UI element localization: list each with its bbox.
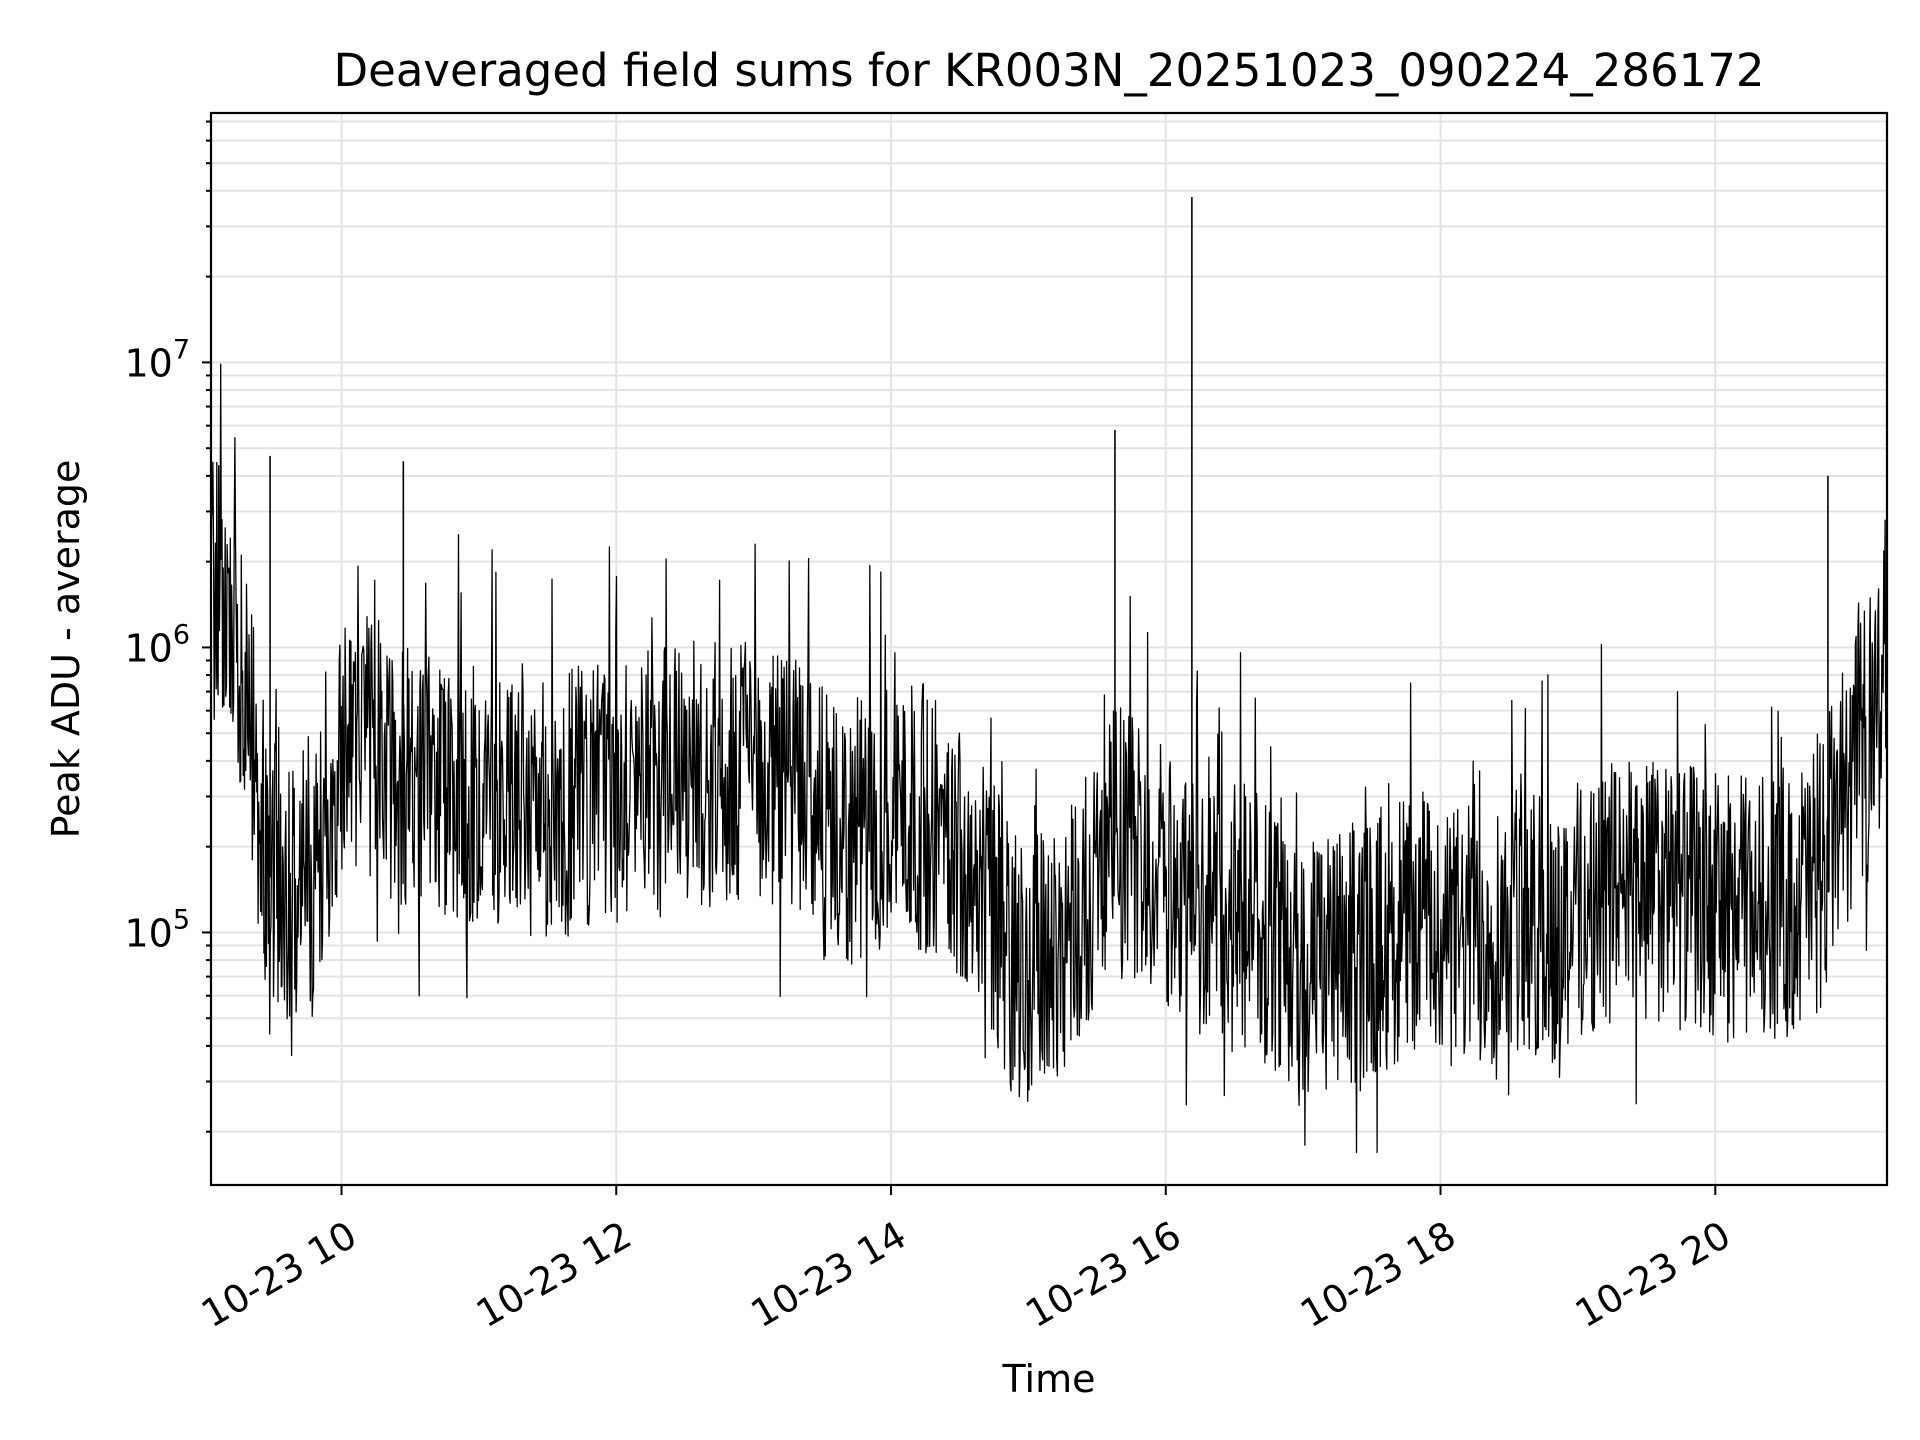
x-tick-label: 10-23 10 [194, 1213, 364, 1337]
y-tick-label: 105 [124, 904, 190, 955]
x-axis-ticks: 10-23 10 10-23 12 10-23 14 10-23 16 10-23 18… [194, 1185, 1738, 1336]
x-axis-label: Time [1002, 1357, 1096, 1401]
x-tick-label: 10-23 12 [469, 1213, 639, 1337]
series-line [210, 363, 1888, 1154]
x-tick-label: 10-23 20 [1568, 1213, 1738, 1337]
x-tick-label: 10-23 16 [1018, 1213, 1188, 1337]
y-axis-label: Peak ADU - average [44, 460, 88, 839]
plot-frame [209, 111, 1889, 1187]
y-axis-ticks: 105 106 107 [124, 120, 211, 1133]
y-tick-label: 107 [124, 334, 190, 385]
chart-title: Deaveraged field sums for KR003N_2025102… [334, 44, 1765, 97]
y-tick-label: 106 [124, 619, 190, 670]
x-tick-label: 10-23 14 [744, 1213, 914, 1337]
x-tick-label: 10-23 18 [1293, 1213, 1463, 1337]
